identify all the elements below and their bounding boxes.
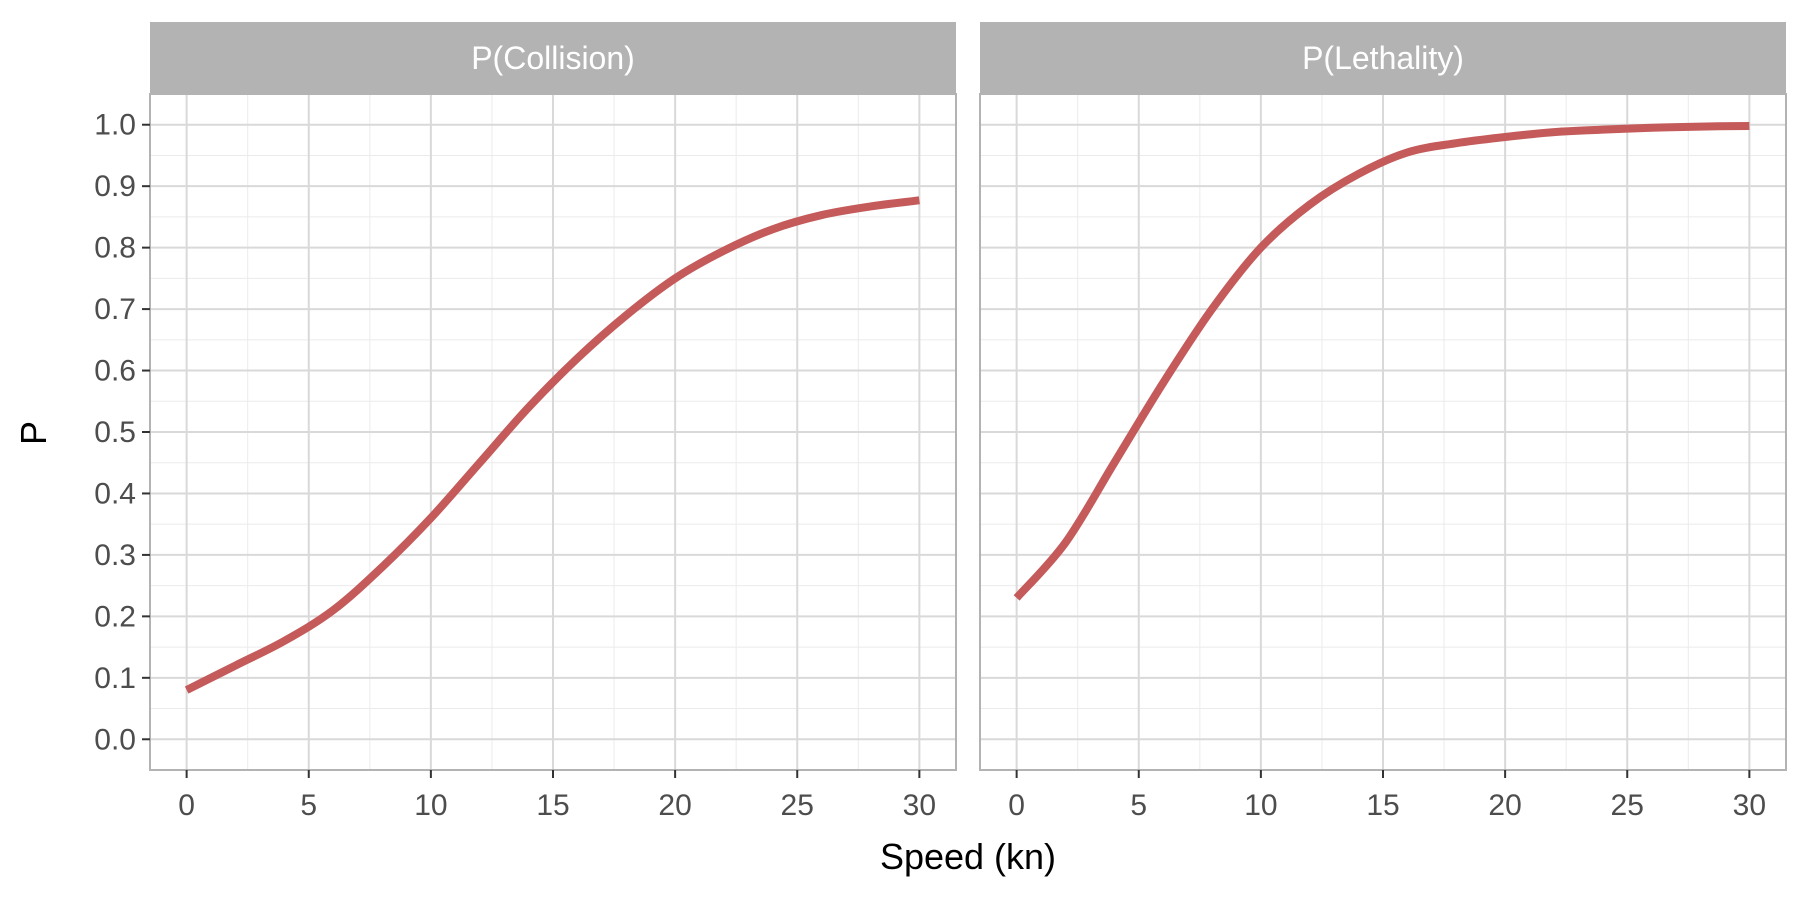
x-tick-label: 0 bbox=[178, 789, 195, 822]
panels: P(Collision) 0 5 10 15 20 25 30 P(Lethality) 0 5 10… bbox=[149, 22, 1787, 822]
y-tick-label: 0.7 bbox=[94, 293, 136, 326]
x-tick-label: 5 bbox=[300, 789, 317, 822]
x-tick-label: 0 bbox=[1008, 789, 1025, 822]
y-tick-label: 0.5 bbox=[94, 416, 136, 449]
x-tick-label: 30 bbox=[1733, 789, 1766, 822]
x-tick-label: 25 bbox=[1611, 789, 1644, 822]
x-tick-label: 20 bbox=[1488, 789, 1521, 822]
panel-strip bbox=[150, 22, 956, 94]
y-tick-label: 0.0 bbox=[94, 723, 136, 756]
y-tick-label: 0.9 bbox=[94, 170, 136, 203]
series-line bbox=[184, 196, 920, 694]
x-tick-label: 30 bbox=[903, 789, 936, 822]
y-axis: 0.0 0.1 0.2 0.3 0.4 0.5 0.6 0.7 0.8 0.9 1.0 bbox=[94, 109, 150, 756]
x-tick-label: 15 bbox=[1366, 789, 1399, 822]
x-tick-label: 15 bbox=[536, 789, 569, 822]
y-tick-label: 0.8 bbox=[94, 232, 136, 265]
y-tick-label: 1.0 bbox=[94, 109, 136, 142]
x-tick-label: 10 bbox=[1244, 789, 1277, 822]
x-tick-label: 10 bbox=[414, 789, 447, 822]
y-tick-label: 0.1 bbox=[94, 662, 136, 695]
x-tick-label: 25 bbox=[781, 789, 814, 822]
panel-2: P(Lethality) 0 5 10 15 20 25 30 bbox=[979, 22, 1787, 822]
panel-title: P(Collision) bbox=[471, 40, 635, 76]
x-tick-label: 5 bbox=[1130, 789, 1147, 822]
y-tick-label: 0.3 bbox=[94, 539, 136, 572]
y-tick-label: 0.4 bbox=[94, 477, 136, 510]
y-axis-label: P bbox=[13, 421, 54, 445]
series-line bbox=[1013, 121, 1750, 601]
panel-1: P(Collision) 0 5 10 15 20 25 30 bbox=[149, 22, 957, 822]
panel-strip bbox=[980, 22, 1786, 94]
x-tick-label: 20 bbox=[658, 789, 691, 822]
y-tick-label: 0.2 bbox=[94, 600, 136, 633]
panel-title: P(Lethality) bbox=[1302, 40, 1464, 76]
x-axis-label: Speed (kn) bbox=[880, 836, 1056, 877]
y-tick-label: 0.6 bbox=[94, 355, 136, 388]
